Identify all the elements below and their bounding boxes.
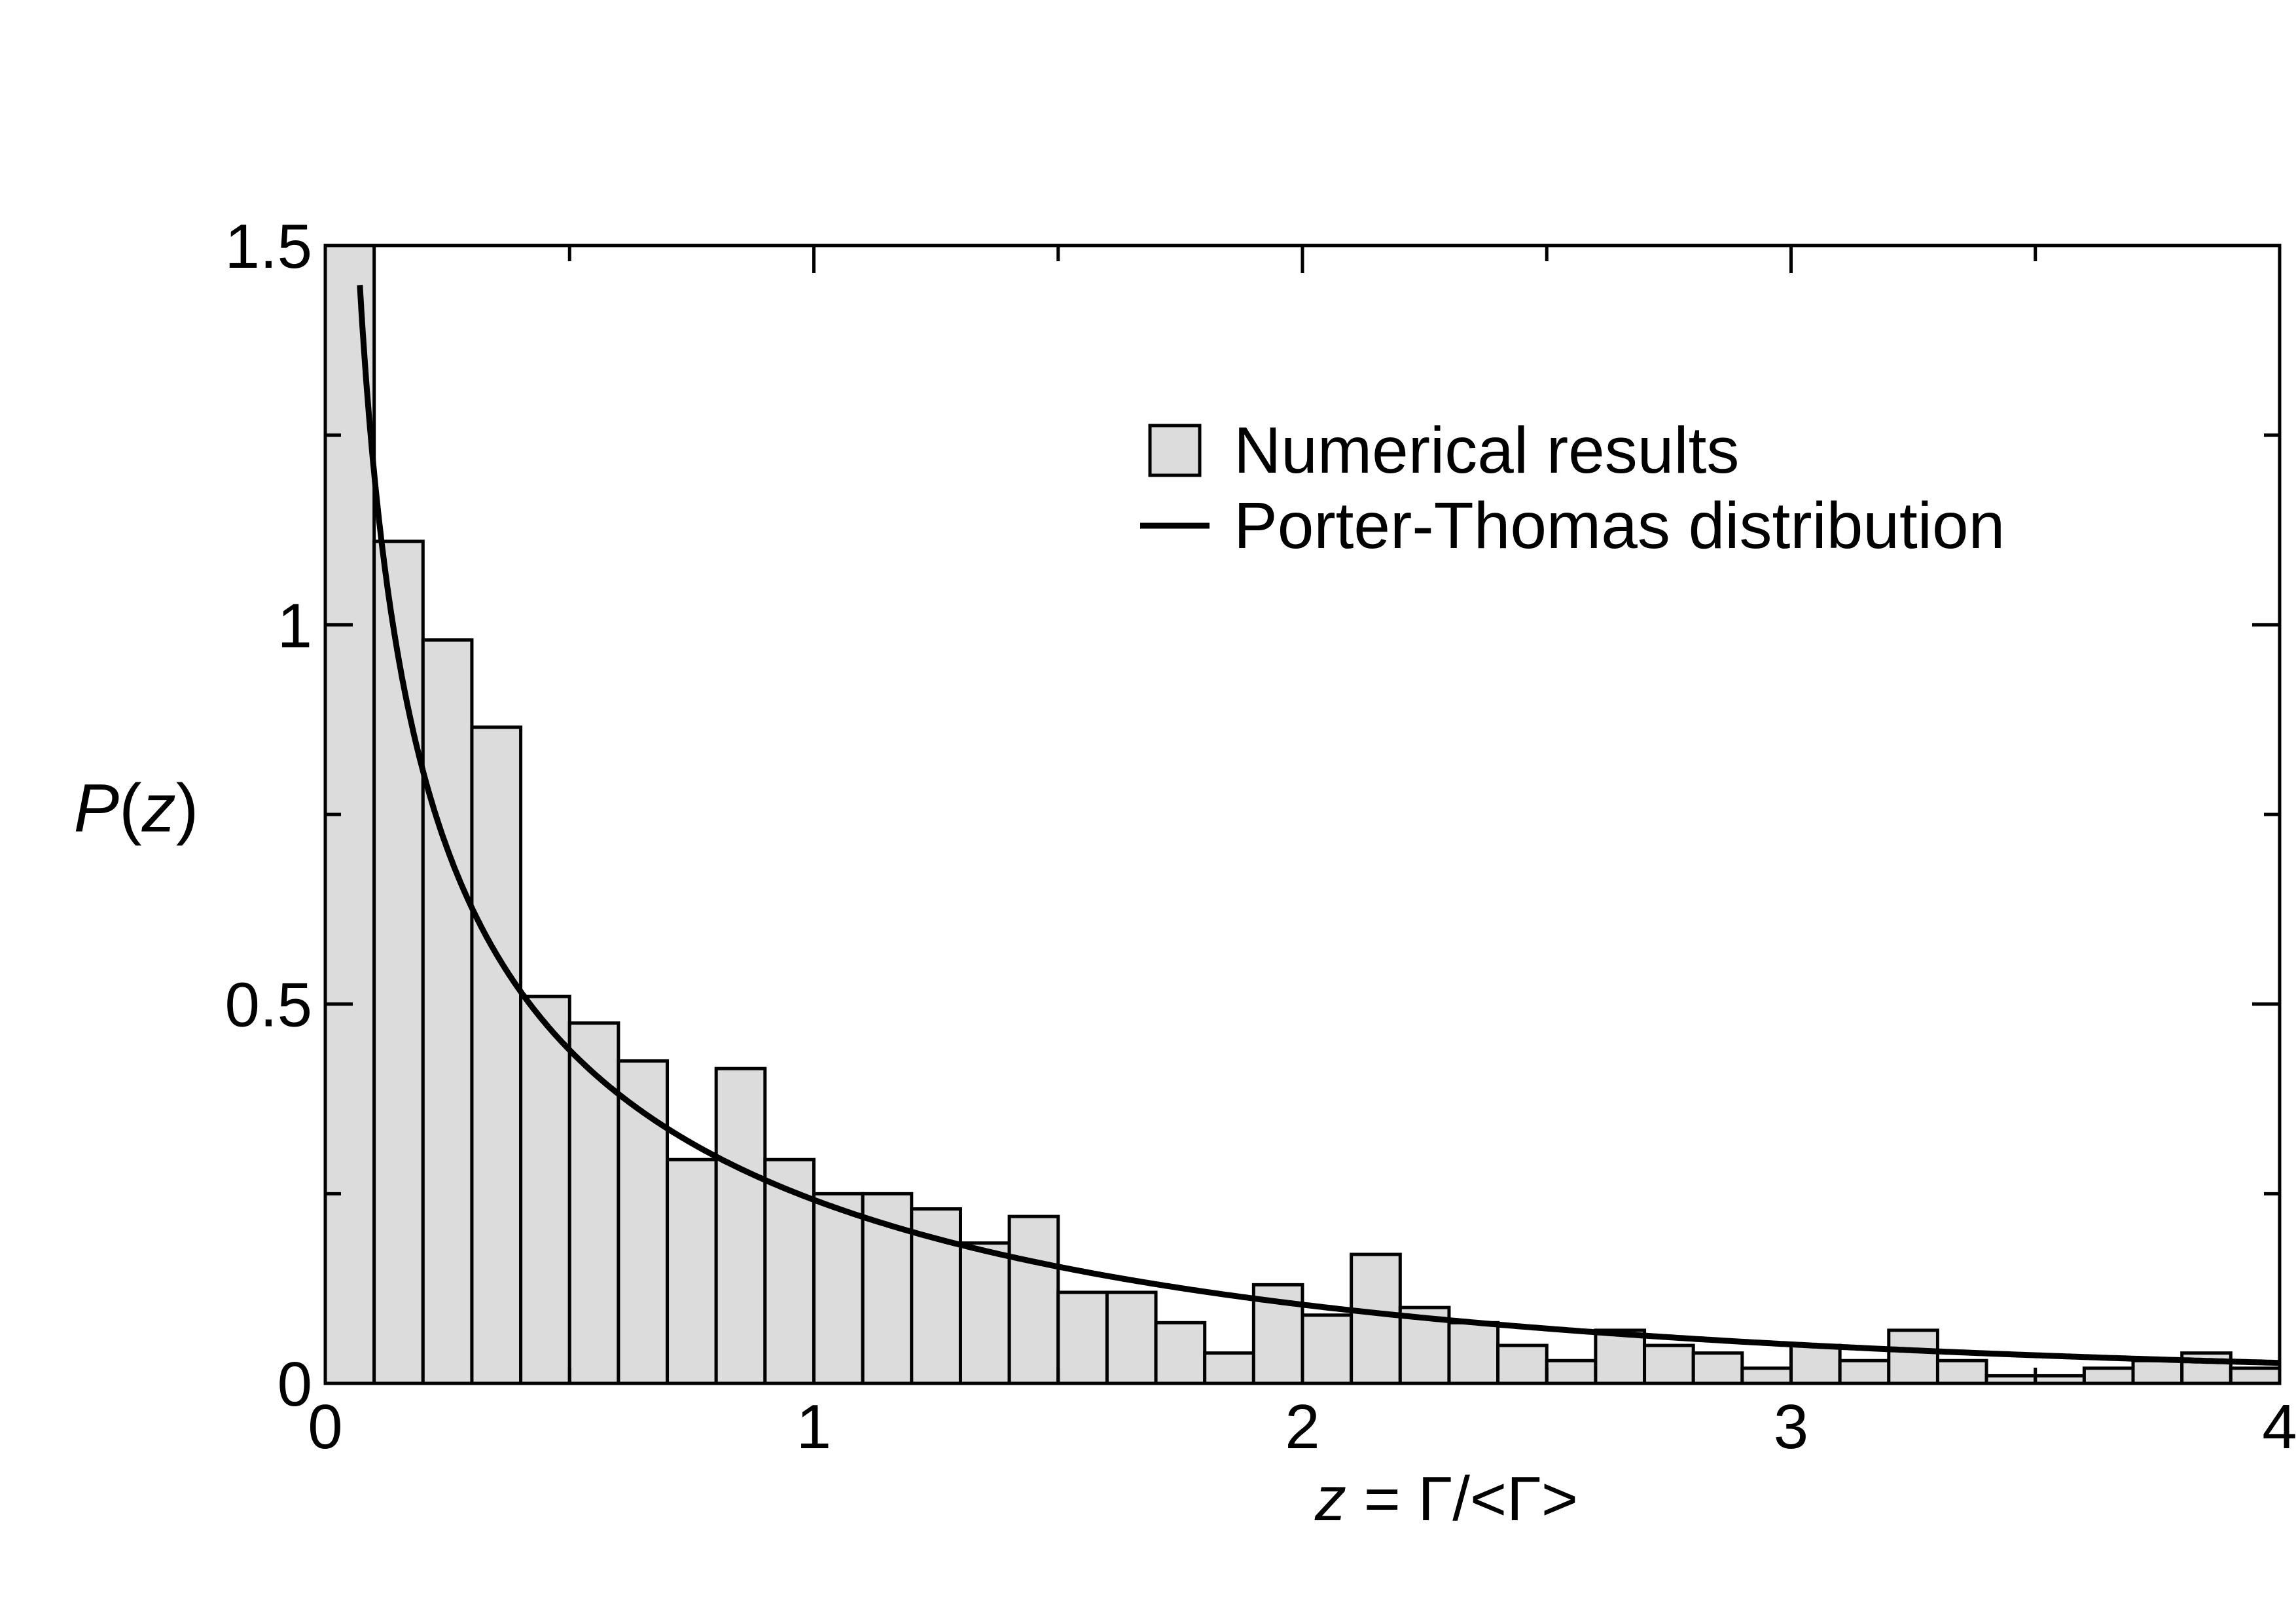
histogram-bar — [1105, 1290, 1158, 1385]
histogram-bar — [1643, 1343, 1695, 1385]
legend-label-numerical: Numerical results — [1234, 414, 1739, 487]
histogram-bar — [1838, 1359, 1891, 1385]
y-axis-label-var: P — [74, 771, 119, 847]
histogram-bar — [372, 539, 425, 1385]
histogram-bar — [1691, 1351, 1744, 1385]
y-tick-label: 1 — [278, 591, 312, 661]
histogram-bar — [714, 1067, 767, 1385]
histogram-bar — [763, 1158, 816, 1385]
legend-swatch-numerical — [1148, 424, 1202, 477]
histogram-bars — [323, 244, 2282, 1385]
histogram-bar — [2131, 1359, 2184, 1385]
histogram-bar — [1789, 1343, 1842, 1385]
histogram-bar — [666, 1158, 718, 1385]
porter-thomas-curve — [357, 283, 2280, 1366]
histogram-bar — [1350, 1252, 1402, 1385]
y-axis-label: P(z) — [74, 771, 199, 847]
y-tick-label: 1.5 — [225, 211, 312, 282]
histogram-bar — [1203, 1351, 1255, 1385]
x-tick-label: 3 — [1774, 1392, 1808, 1462]
histogram-bar — [519, 994, 571, 1385]
x-tick-label: 0 — [308, 1392, 342, 1462]
histogram-bar — [958, 1241, 1011, 1385]
y-axis-label-open: ( — [119, 771, 142, 847]
x-axis-label: z = Γ/<Γ> — [1314, 1464, 1578, 1534]
x-tick-label: 4 — [2262, 1392, 2296, 1462]
histogram-bar — [421, 638, 474, 1385]
x-tick-label: 2 — [1285, 1392, 1319, 1462]
y-axis-label-arg: z — [141, 771, 176, 847]
y-axis-label-close: ) — [176, 771, 199, 847]
legend-label-porter-thomas: Porter-Thomas distribution — [1234, 489, 2005, 562]
x-tick-labels: 0 1 2 3 4 — [308, 1392, 2296, 1462]
histogram-bar — [1154, 1321, 1207, 1385]
histogram-bar — [1056, 1290, 1109, 1385]
histogram-bar — [470, 725, 523, 1385]
histogram-bar — [2229, 1366, 2282, 1385]
histogram-bar — [1496, 1343, 1549, 1385]
legend: Numerical results Porter-Thomas distribu… — [1140, 414, 2005, 562]
y-tick-labels: 0 0.5 1 1.5 — [225, 211, 312, 1419]
histogram-bar — [1887, 1328, 1939, 1385]
histogram-bar — [1545, 1359, 1598, 1385]
histogram-bar — [1935, 1359, 1988, 1385]
histogram-bar — [812, 1192, 865, 1385]
x-axis-label-rest: = Γ/<Γ> — [1346, 1464, 1578, 1534]
x-axis-label-var: z — [1314, 1464, 1346, 1534]
histogram-bar — [1447, 1321, 1500, 1385]
y-tick-label: 0 — [278, 1349, 312, 1419]
histogram-bar — [1007, 1214, 1060, 1385]
histogram-bar — [1300, 1313, 1354, 1385]
histogram-bar — [1740, 1366, 1793, 1385]
y-tick-label: 0.5 — [225, 970, 312, 1040]
histogram-bar — [1594, 1328, 1647, 1385]
axis-ticks — [323, 244, 2282, 1385]
histogram-bar — [2082, 1366, 2135, 1385]
x-tick-label: 1 — [797, 1392, 831, 1462]
